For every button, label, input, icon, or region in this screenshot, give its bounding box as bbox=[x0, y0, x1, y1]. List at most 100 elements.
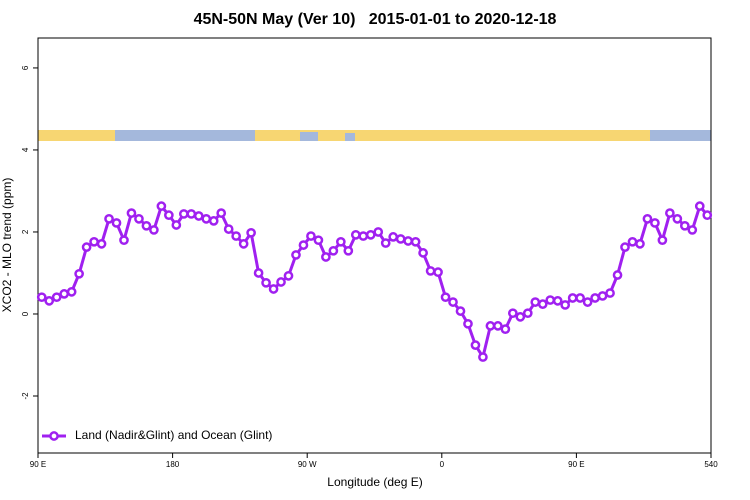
data-point bbox=[253, 268, 264, 278]
data-point bbox=[373, 227, 384, 237]
data-point bbox=[620, 242, 630, 252]
data-point bbox=[306, 231, 316, 241]
data-point bbox=[388, 232, 399, 242]
data-point bbox=[433, 267, 443, 278]
data-point bbox=[313, 235, 324, 246]
data-point bbox=[208, 216, 219, 226]
data-point bbox=[545, 295, 556, 305]
data-point bbox=[171, 220, 182, 230]
data-point bbox=[702, 210, 713, 221]
data-point bbox=[537, 299, 548, 309]
data-point bbox=[552, 296, 563, 306]
y-tick-label: 4 bbox=[21, 147, 30, 152]
data-point bbox=[51, 292, 62, 303]
data-point bbox=[111, 218, 122, 228]
data-point bbox=[149, 225, 159, 235]
x-tick-label: 90 E bbox=[568, 460, 584, 469]
data-point bbox=[612, 270, 623, 280]
data-point bbox=[74, 268, 84, 279]
data-point bbox=[672, 213, 683, 224]
data-point bbox=[164, 210, 174, 221]
data-point bbox=[590, 293, 600, 303]
data-point bbox=[119, 235, 129, 246]
data-point bbox=[321, 252, 331, 262]
data-point bbox=[515, 312, 526, 322]
data-point bbox=[522, 308, 533, 319]
data-point bbox=[657, 235, 668, 246]
data-point bbox=[358, 231, 369, 241]
x-tick-label: 540 bbox=[704, 460, 718, 469]
legend-marker bbox=[49, 431, 59, 441]
data-point bbox=[156, 201, 167, 211]
data-point bbox=[186, 209, 197, 219]
x-tick-label: 180 bbox=[166, 460, 180, 469]
data-point bbox=[126, 208, 137, 218]
data-point bbox=[455, 306, 466, 316]
data-point bbox=[36, 292, 47, 303]
data-point bbox=[410, 236, 421, 247]
data-point bbox=[597, 291, 608, 301]
data-point bbox=[193, 211, 204, 221]
data-point bbox=[582, 297, 593, 307]
data-point bbox=[336, 236, 346, 247]
data-point bbox=[201, 213, 212, 224]
data-point bbox=[500, 324, 511, 335]
data-point bbox=[141, 220, 152, 231]
legend-label: Land (Nadir&Glint) and Ocean (Glint) bbox=[75, 428, 272, 442]
data-point bbox=[291, 250, 301, 260]
map-strip bbox=[38, 130, 711, 141]
data-point bbox=[81, 242, 92, 252]
data-point bbox=[493, 321, 503, 331]
data-point bbox=[283, 270, 294, 281]
data-point bbox=[238, 239, 249, 249]
data-point bbox=[679, 220, 690, 231]
data-point bbox=[478, 352, 488, 362]
data-point bbox=[635, 239, 645, 249]
data-point bbox=[268, 284, 279, 294]
x-tick-label: 0 bbox=[440, 460, 445, 469]
data-point bbox=[567, 293, 578, 303]
data-point bbox=[328, 245, 339, 256]
y-tick-label: 0 bbox=[21, 311, 30, 316]
data-point bbox=[650, 218, 660, 228]
data-point bbox=[298, 240, 309, 250]
data-point bbox=[276, 277, 286, 287]
data-point bbox=[470, 340, 481, 350]
data-point bbox=[343, 245, 354, 256]
y-tick-label: 6 bbox=[21, 65, 30, 70]
data-point bbox=[507, 308, 518, 319]
data-point bbox=[216, 208, 227, 218]
y-tick-label: 2 bbox=[21, 229, 30, 234]
data-point bbox=[395, 234, 406, 244]
y-tick-label: -2 bbox=[21, 392, 30, 400]
data-point bbox=[59, 289, 70, 299]
data-point bbox=[425, 266, 436, 276]
data-point bbox=[261, 277, 271, 288]
data-point bbox=[96, 239, 107, 249]
data-point bbox=[178, 209, 189, 219]
data-point bbox=[418, 248, 428, 258]
data-point bbox=[66, 286, 77, 297]
chart-title: 45N-50N May (Ver 10) 2015-01-01 to 2020-… bbox=[194, 11, 557, 28]
x-tick-label: 90 W bbox=[298, 460, 317, 469]
data-point bbox=[627, 236, 638, 247]
data-point bbox=[560, 300, 571, 310]
data-point bbox=[605, 288, 615, 298]
data-point bbox=[403, 236, 413, 246]
data-point bbox=[665, 208, 675, 218]
data-point bbox=[223, 224, 234, 234]
data-point bbox=[642, 213, 653, 224]
data-point bbox=[89, 236, 99, 247]
data-point bbox=[44, 296, 55, 306]
x-axis-label: Longitude (deg E) bbox=[327, 475, 422, 489]
data-point bbox=[575, 293, 585, 303]
y-axis-label: XCO2 - MLO trend (ppm) bbox=[0, 178, 14, 313]
data-point bbox=[104, 213, 114, 224]
data-point bbox=[687, 225, 698, 235]
data-point bbox=[694, 201, 705, 211]
data-point bbox=[530, 297, 541, 307]
data-point bbox=[246, 227, 256, 238]
data-point bbox=[380, 238, 391, 248]
